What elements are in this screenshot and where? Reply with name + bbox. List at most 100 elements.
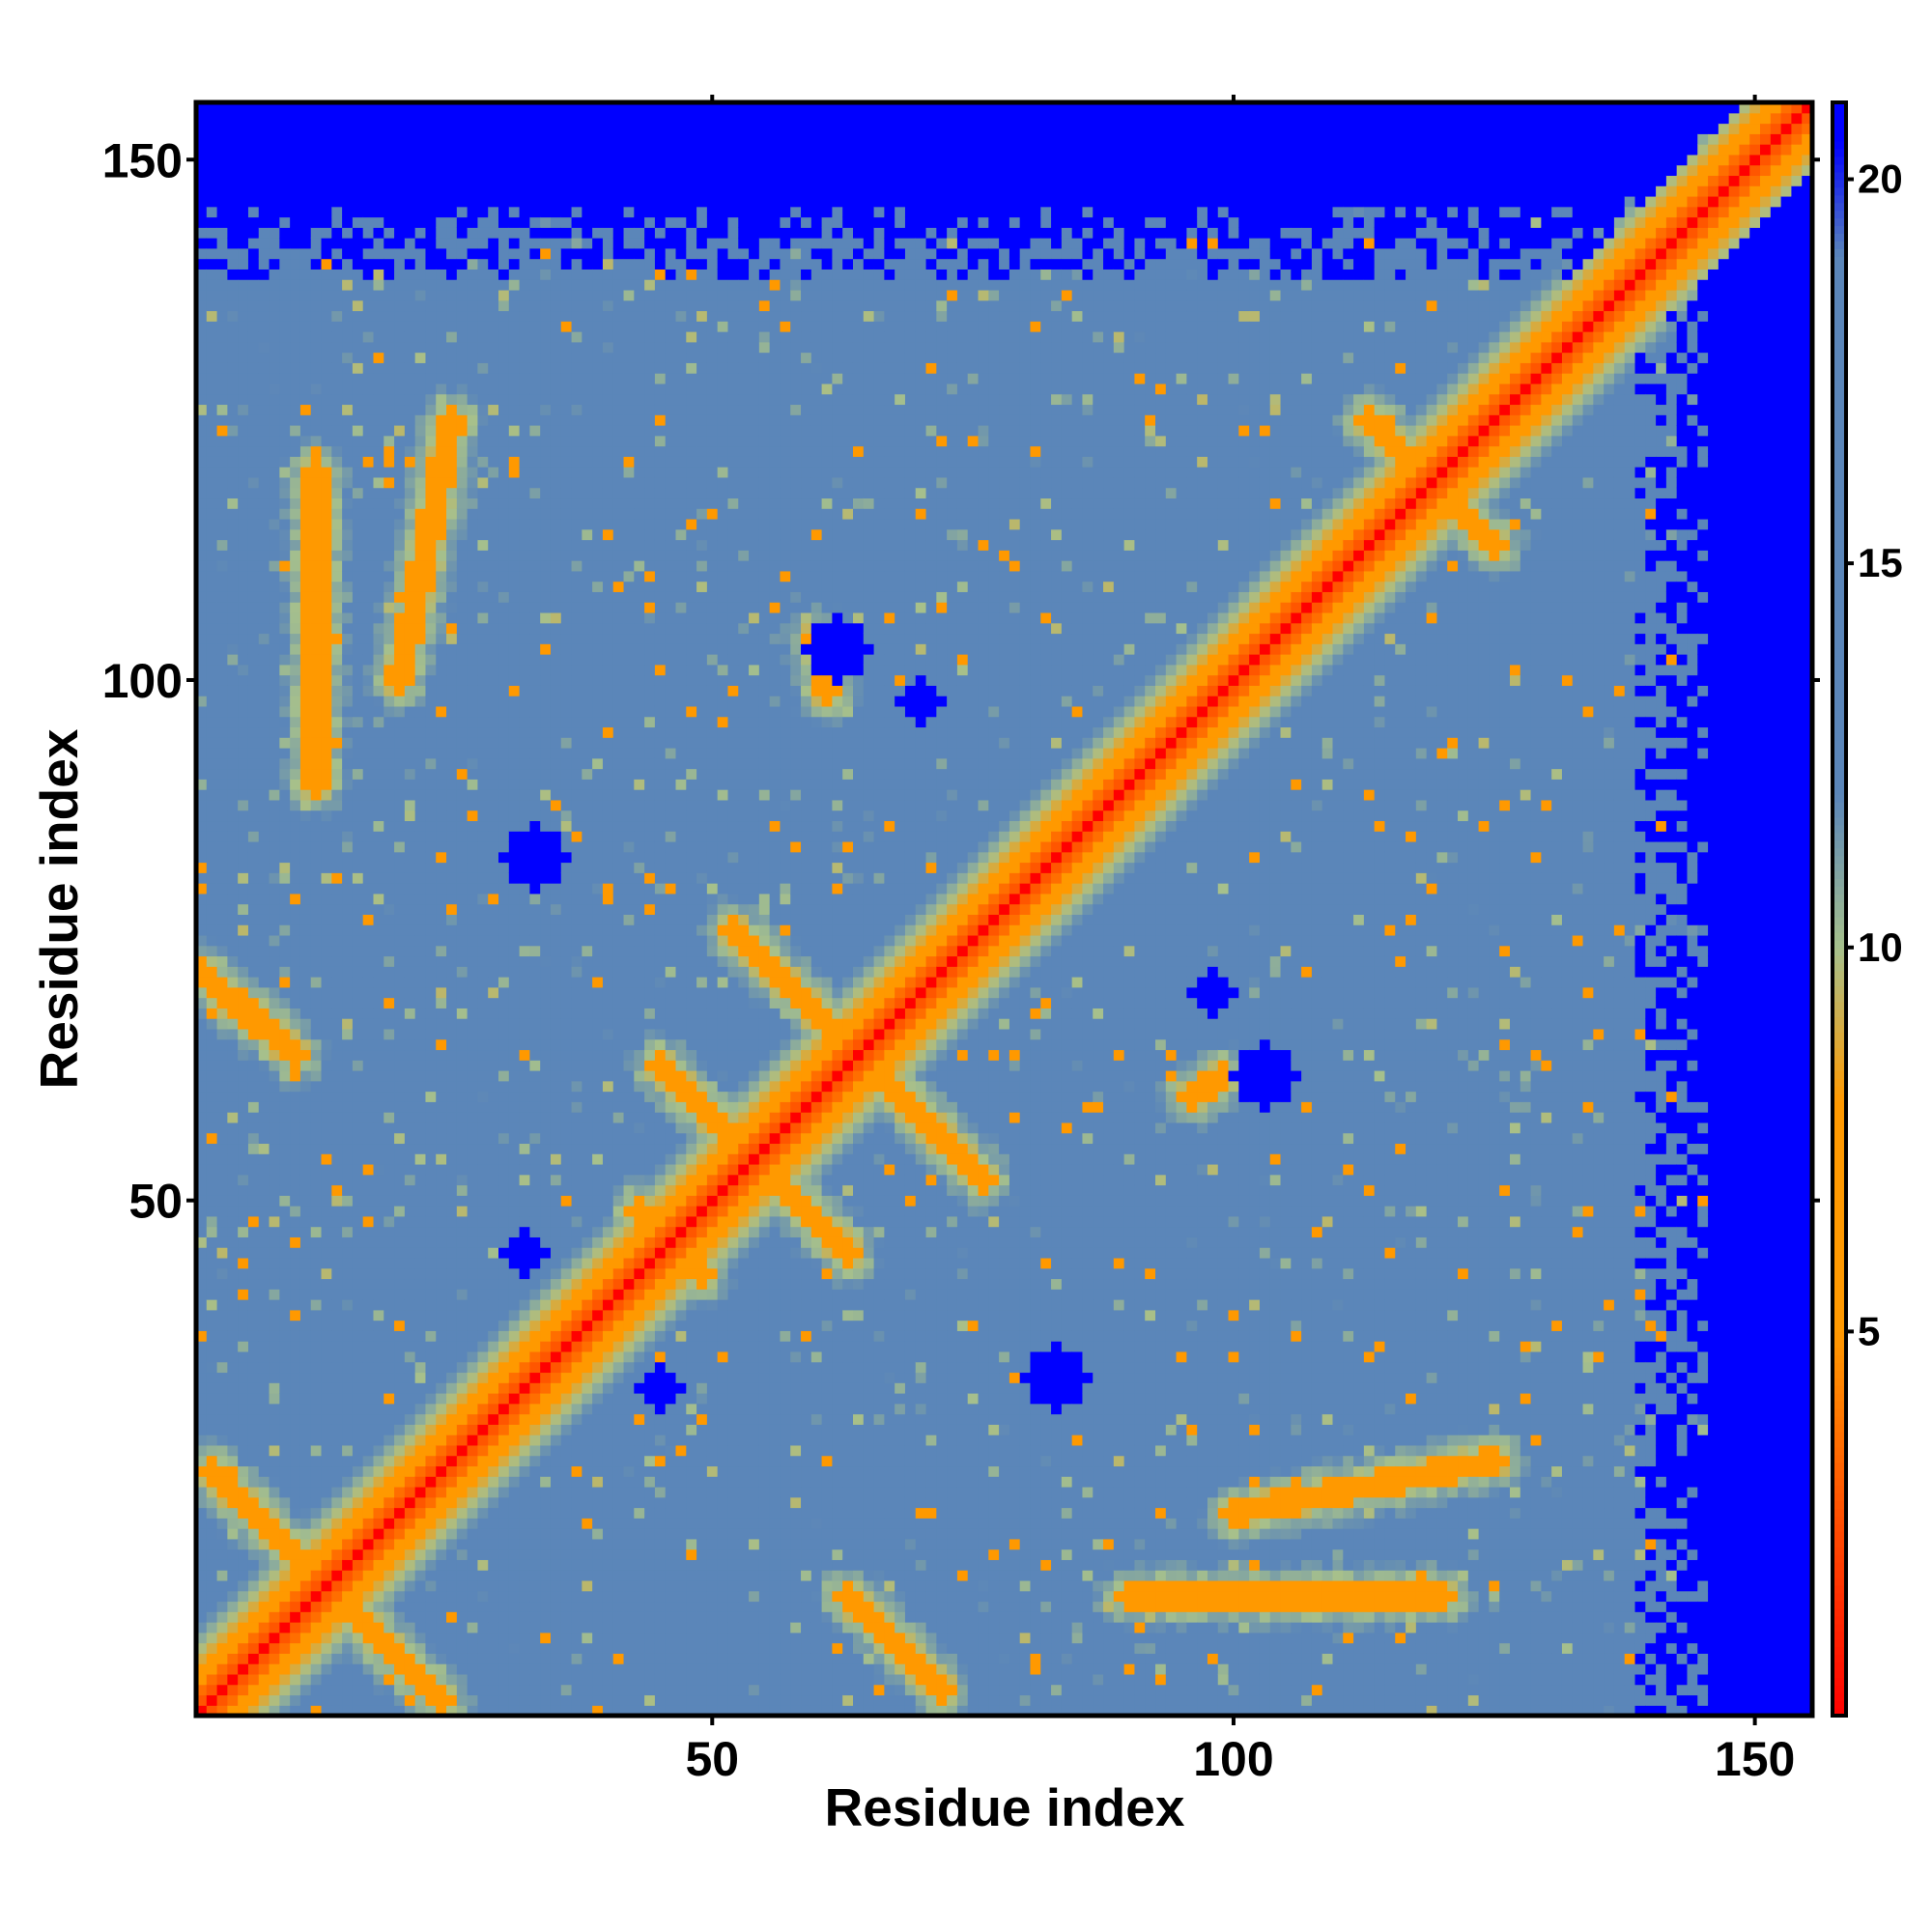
heatmap-cell: [508, 258, 521, 270]
heatmap-cell: [331, 1309, 343, 1321]
heatmap-cell: [519, 133, 530, 145]
heatmap-cell: [436, 705, 447, 718]
heatmap-cell: [342, 1049, 354, 1061]
heatmap-cell: [299, 144, 312, 156]
heatmap-cell: [519, 456, 530, 468]
heatmap-cell: [238, 1642, 249, 1654]
heatmap-cell: [238, 748, 249, 759]
heatmap-cell: [519, 352, 530, 363]
heatmap-cell: [206, 581, 218, 592]
heatmap-cell: [269, 404, 280, 415]
heatmap-cell: [446, 1091, 458, 1102]
heatmap-cell: [238, 851, 249, 864]
heatmap-cell: [206, 1091, 218, 1102]
heatmap-cell: [227, 560, 239, 572]
heatmap-cell: [247, 383, 260, 395]
heatmap-cell: [373, 425, 384, 437]
heatmap-cell: [258, 1070, 270, 1082]
heatmap-cell: [446, 1080, 458, 1093]
heatmap-cell: [310, 1465, 323, 1477]
heatmap-cell: [529, 1528, 541, 1540]
heatmap-cell: [519, 789, 530, 801]
heatmap-cell: [498, 1705, 510, 1717]
heatmap-cell: [196, 1122, 208, 1134]
heatmap-cell: [227, 144, 239, 156]
heatmap-cell: [404, 476, 416, 489]
heatmap-cell: [206, 508, 218, 520]
heatmap-cell: [456, 289, 469, 301]
heatmap-cell: [519, 1091, 530, 1102]
heatmap-cell: [519, 476, 530, 489]
heatmap-cell: [362, 966, 375, 978]
heatmap-cell: [488, 1642, 499, 1654]
heatmap-cell: [404, 1579, 416, 1592]
heatmap-cell: [384, 1684, 395, 1696]
heatmap-cell: [269, 643, 280, 655]
heatmap-cell: [467, 986, 479, 999]
heatmap-cell: [446, 570, 458, 582]
heatmap-cell: [238, 1122, 249, 1134]
heatmap-cell: [206, 1673, 218, 1686]
heatmap-cell: [477, 1518, 489, 1529]
heatmap-cell: [436, 133, 447, 145]
heatmap-cell: [342, 1112, 354, 1123]
heatmap-cell: [404, 1694, 416, 1706]
heatmap-cell: [456, 1684, 469, 1696]
heatmap-cell: [206, 1632, 218, 1644]
heatmap-cell: [498, 705, 510, 718]
heatmap-cell: [321, 643, 332, 655]
heatmap-cell: [321, 133, 332, 145]
heatmap-cell: [498, 1101, 510, 1113]
heatmap-cell: [227, 966, 239, 978]
heatmap-cell: [456, 310, 469, 322]
heatmap-cell: [331, 820, 343, 832]
heatmap-cell: [508, 269, 521, 280]
heatmap-cell: [404, 831, 416, 842]
heatmap-cell: [425, 1413, 437, 1425]
heatmap-cell: [519, 528, 530, 541]
heatmap-cell: [342, 1518, 354, 1529]
heatmap-cell: [290, 1632, 301, 1644]
heatmap-cell: [425, 1548, 437, 1560]
heatmap-cell: [258, 414, 270, 426]
heatmap-cell: [342, 175, 354, 186]
heatmap-cell: [446, 435, 458, 447]
heatmap-cell: [467, 247, 479, 260]
heatmap-cell: [352, 977, 364, 988]
heatmap-cell: [206, 362, 218, 374]
heatmap-cell: [238, 1184, 249, 1196]
heatmap-cell: [342, 862, 354, 873]
heatmap-cell: [331, 1548, 343, 1560]
heatmap-cell: [394, 820, 406, 832]
heatmap-cell: [238, 1038, 249, 1051]
heatmap-cell: [456, 851, 469, 864]
heatmap-cell: [227, 1247, 239, 1259]
heatmap-cell: [508, 934, 521, 947]
heatmap-cell: [362, 820, 375, 832]
heatmap-cell: [269, 633, 280, 644]
heatmap-cell: [196, 1163, 208, 1176]
heatmap-cell: [299, 238, 312, 249]
heatmap-cell: [467, 1080, 479, 1093]
heatmap-cell: [352, 1299, 364, 1311]
heatmap-cell: [247, 123, 260, 134]
heatmap-cell: [258, 799, 270, 811]
heatmap-cell: [498, 696, 510, 707]
heatmap-cell: [216, 1444, 228, 1457]
heatmap-cell: [269, 1206, 280, 1217]
heatmap-cell: [467, 1195, 479, 1207]
heatmap-cell: [196, 227, 208, 239]
heatmap-cell: [269, 664, 280, 676]
heatmap-cell: [404, 986, 416, 999]
heatmap-cell: [342, 840, 354, 853]
heatmap-cell: [456, 1507, 469, 1519]
heatmap-cell: [384, 1008, 395, 1019]
heatmap-cell: [258, 1653, 270, 1664]
heatmap-cell: [238, 966, 249, 978]
heatmap-cell: [238, 1143, 249, 1154]
heatmap-cell: [279, 299, 291, 312]
heatmap-cell: [247, 1632, 260, 1644]
heatmap-cell: [404, 185, 416, 197]
heatmap-cell: [436, 550, 447, 561]
heatmap-cell: [299, 1496, 312, 1509]
